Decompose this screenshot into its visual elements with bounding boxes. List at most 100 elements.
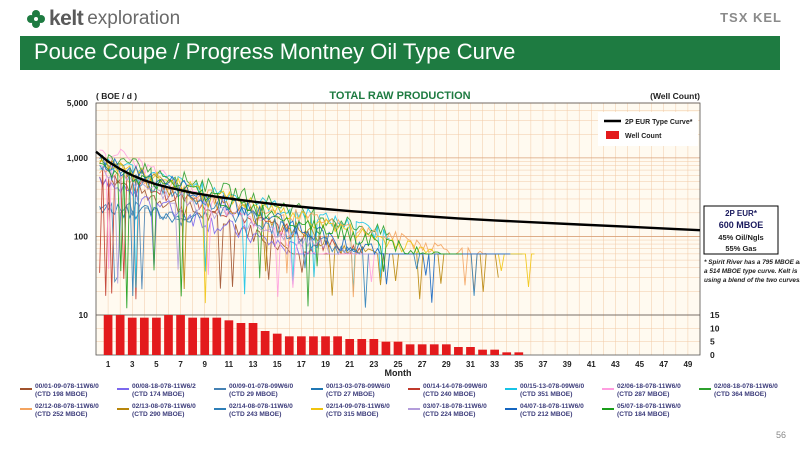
legend-well-name: 00/01-09-078-11W6/0	[35, 383, 99, 390]
legend-swatch	[699, 388, 711, 390]
y2-tick-label: 10	[710, 323, 720, 333]
y-tick-label: 1,000	[67, 153, 89, 163]
legend-well-note: (CTD 252 MBOE)	[35, 411, 88, 418]
legend-well-name: 00/13-03-078-09W6/0	[326, 383, 391, 390]
x-tick-label: 23	[369, 360, 378, 369]
x-tick-label: 19	[321, 360, 330, 369]
x-tick-label: 5	[154, 360, 159, 369]
legend-well-note: (CTD 212 MBOE)	[520, 411, 573, 418]
well-count-bar	[381, 341, 391, 355]
legend-text: 05/07-18-078-11W6/0 (CTD 184 MBOE)	[617, 403, 681, 419]
legend-swatch-bar	[606, 131, 619, 139]
x-tick-label: 11	[225, 360, 234, 369]
exchange-badge: TSX KEL	[720, 10, 782, 25]
legend-item: 02/12-08-078-11W6/0 (CTD 252 MBOE)	[20, 403, 99, 419]
x-tick-label: 15	[273, 360, 282, 369]
x-tick-label: 13	[249, 360, 258, 369]
well-count-bar	[309, 336, 318, 355]
footnote-line: * Spirit River has a 795 MBOE and	[704, 259, 800, 266]
legend-swatch	[408, 388, 420, 390]
well-count-bar	[466, 347, 475, 355]
page-number: 56	[775, 430, 786, 440]
legend-well-note: (CTD 243 MBOE)	[229, 411, 282, 418]
legend-item: 00/09-01-078-09W6/0 (CTD 29 MBOE)	[214, 383, 293, 399]
legend-swatch	[311, 388, 323, 390]
well-production-line	[99, 153, 390, 307]
x-tick-label: 25	[394, 360, 403, 369]
legend-item: 00/13-03-078-09W6/0 (CTD 27 MBOE)	[311, 383, 390, 399]
legend-item: 00/14-14-078-09W6/0 (CTD 240 MBOE)	[408, 383, 487, 399]
well-count-bar	[176, 315, 185, 355]
legend-text: 02/14-09-078-11W6/0 (CTD 315 MBOE)	[326, 403, 390, 419]
eur-annotation-line: 2P EUR*	[725, 209, 758, 218]
x-tick-label: 17	[297, 360, 306, 369]
legend-well-name: 03/07-18-078-11W6/0	[423, 403, 487, 410]
well-count-bar	[164, 315, 173, 355]
legend-item: 05/07-18-078-11W6/0 (CTD 184 MBOE)	[602, 403, 681, 419]
y-tick-label: 100	[74, 231, 88, 241]
well-count-bar	[514, 352, 524, 355]
legend-swatch	[214, 388, 226, 390]
well-count-bar	[345, 339, 355, 355]
legend-well-name: 00/08-18-078-11W6/2	[132, 383, 196, 390]
x-tick-label: 39	[563, 360, 572, 369]
y-axis-label: ( BOE / d )	[96, 91, 137, 101]
legend-item: 00/08-18-078-11W6/2 (CTD 174 MBOE)	[117, 383, 196, 399]
title-bar: Pouce Coupe / Progress Montney Oil Type …	[20, 36, 780, 70]
page-title: Pouce Coupe / Progress Montney Oil Type …	[34, 39, 516, 64]
y2-tick-label: 0	[710, 350, 715, 360]
x-tick-label: 9	[202, 360, 207, 369]
legend-label: 2P EUR Type Curve*	[625, 119, 693, 126]
legend-item: 02/14-09-078-11W6/0 (CTD 315 MBOE)	[311, 403, 390, 419]
legend-swatch	[20, 388, 32, 390]
legend-text: 03/07-18-078-11W6/0 (CTD 224 MBOE)	[423, 403, 487, 419]
y-tick-label: 10	[79, 310, 89, 320]
legend-text: 00/14-14-078-09W6/0 (CTD 240 MBOE)	[423, 383, 487, 399]
legend-item: 00/15-13-078-09W6/0 (CTD 351 MBOE)	[505, 383, 584, 399]
legend-item: 02/06-18-078-11W6/0 (CTD 287 MBOE)	[602, 383, 681, 399]
legend-swatch	[602, 388, 614, 390]
legend-text: 00/08-18-078-11W6/2 (CTD 174 MBOE)	[132, 383, 196, 399]
legend-swatch	[602, 408, 614, 410]
x-tick-label: 35	[514, 360, 523, 369]
legend-item: 02/14-08-078-11W6/0 (CTD 243 MBOE)	[214, 403, 293, 419]
eur-annotation-box	[703, 205, 779, 255]
legend-swatch	[20, 408, 32, 410]
x-tick-label: 37	[539, 360, 548, 369]
legend-well-name: 02/08-18-078-11W6/0	[714, 383, 778, 390]
x-tick-label: 33	[490, 360, 499, 369]
legend-well-note: (CTD 240 MBOE)	[423, 391, 476, 398]
legend-well-note: (CTD 315 MBOE)	[326, 411, 379, 418]
well-count-bar	[139, 317, 149, 355]
legend-text: 02/13-08-078-11W6/0 (CTD 290 MBOE)	[132, 403, 196, 419]
x-tick-label: 3	[130, 360, 135, 369]
logo-suffix: exploration	[87, 8, 181, 29]
well-count-bar	[357, 339, 367, 355]
legend-label: Well Count	[625, 133, 662, 140]
well-count-bar	[369, 339, 379, 355]
legend-well-note: (CTD 287 MBOE)	[617, 391, 670, 398]
eur-annotation-line: 55% Gas	[725, 244, 756, 253]
x-tick-label: 21	[345, 360, 354, 369]
legend-text: 02/12-08-078-11W6/0 (CTD 252 MBOE)	[35, 403, 99, 419]
legend-well-name: 00/15-13-078-09W6/0	[520, 383, 585, 390]
y2-tick-label: 5	[710, 337, 715, 347]
well-count-bar	[212, 317, 222, 355]
legend-well-name: 04/07-18-078-11W6/0	[520, 403, 584, 410]
eur-annotation-line: 45% Oil/Ngls	[718, 233, 763, 242]
legend-well-name: 02/14-09-078-11W6/0	[326, 403, 390, 410]
legend-text: 02/14-08-078-11W6/0 (CTD 243 MBOE)	[229, 403, 293, 419]
legend-well-name: 05/07-18-078-11W6/0	[617, 403, 681, 410]
well-count-bar	[478, 349, 487, 355]
legend-well-name: 00/09-01-078-09W6/0	[229, 383, 294, 390]
well-count-bar	[297, 336, 306, 355]
legend-well-note: (CTD 224 MBOE)	[423, 411, 476, 418]
footnote-line: a 514 MBOE type curve. Kelt is	[704, 268, 798, 275]
well-count-bar	[152, 317, 161, 355]
legend-item: 02/08-18-078-11W6/0 (CTD 364 MBOE)	[699, 383, 778, 399]
legend-item: 00/01-09-078-11W6/0 (CTD 198 MBOE)	[20, 383, 99, 399]
type-curve-line	[95, 150, 701, 232]
y2-tick-label: 15	[710, 310, 720, 320]
x-tick-label: 49	[683, 360, 692, 369]
legend-swatch	[214, 408, 226, 410]
